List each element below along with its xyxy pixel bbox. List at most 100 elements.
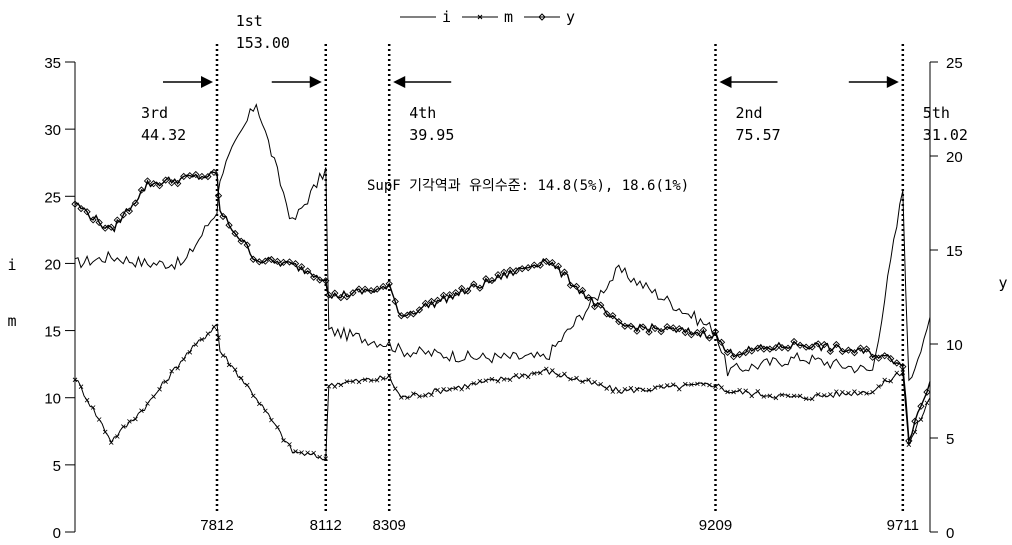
series-point-y [267,255,276,264]
series-point-m [211,324,217,330]
legend-marker-y [538,13,546,21]
series-point-m [846,390,851,396]
series-point-y [210,168,218,177]
series-point-y [143,177,152,185]
series-point-m [244,382,250,388]
break-arrow-head [719,76,732,88]
series-point-y [512,267,520,275]
series-point-y [899,362,907,371]
series-point-m [121,424,126,429]
series-point-y [391,297,399,306]
series-point-m [139,408,144,413]
series-point-m [447,387,452,392]
series-point-y [524,264,532,272]
series-point-y [214,192,223,200]
series-point-m [809,396,815,402]
series-point-m [471,381,477,386]
right-tick-label: 25 [946,55,963,72]
series-point-y [717,338,726,346]
left-y-axis: 0 5 10 15 20 25 30 35 [44,55,76,542]
series-point-y [219,212,227,221]
series-point-m [495,378,501,384]
series-point-y [488,276,496,285]
series-point-y [754,344,762,352]
series-point-y [681,328,689,337]
series-markers-y [71,168,931,445]
series-point-m [737,387,742,393]
series-point-m [894,370,900,376]
series-point-m [773,395,779,401]
series-point-y [584,294,593,302]
left-tick-label: 25 [44,189,61,206]
series-point-y [633,327,641,335]
series-point-m [187,350,193,355]
series-point-m [519,373,525,378]
series-point-m [622,386,628,392]
supf-annotation: SupF 기각역과 유의수준: 14.8(5%), 18.6(1%) [367,178,689,194]
series-point-y [560,268,569,276]
break-rank-label: 2nd [735,104,762,122]
series-point-m [96,417,102,422]
series-point-y [77,204,85,213]
series-point-m [145,401,150,406]
series-point-m [287,442,292,447]
series-point-y [536,261,544,269]
series-point-m [628,385,634,391]
series-point-y [174,179,182,188]
break-value-label: 153.00 [236,34,290,52]
break-arrow-head [200,76,213,88]
series-point-y [736,350,744,359]
series-point-y [464,287,472,295]
break-value-label: 31.02 [923,126,968,144]
series-point-y [850,349,859,357]
series-point-y [101,224,109,232]
series-point-m [238,375,244,381]
series-point-m [323,456,329,461]
series-point-y [131,199,140,207]
series-point-m [232,367,238,372]
series-point-m [257,401,262,407]
series-point-m [305,450,310,456]
legend-label-y: y [566,8,575,26]
series-point-m [338,382,344,388]
series-point-m [435,387,440,393]
series-point-m [175,365,181,371]
series-point-m [78,384,84,389]
series-point-y [343,293,351,301]
series-point-m [299,450,304,455]
series-point-y [651,324,659,333]
break-rank-label: 5th [923,104,950,122]
series-point-m [157,387,162,392]
series-point-m [269,417,274,423]
series-point-m [169,368,174,374]
series-point-m [888,378,894,384]
series-point-m [386,373,392,378]
series-point-y [548,258,556,267]
series-point-m [380,376,386,381]
series-point-m [317,454,322,460]
series-point-m [592,379,597,385]
series-point-m [250,393,256,399]
series-point-y [337,293,345,302]
series-point-m [477,378,483,384]
series-point-m [489,376,495,382]
series-point-y [675,325,683,333]
series-lines [71,103,931,461]
series-point-y [149,179,158,188]
series-point-m [356,379,362,385]
series-point-m [525,374,531,380]
series-point-y [95,218,103,227]
series-point-m [220,353,226,358]
series-point-m [205,331,211,336]
series-point-y [893,359,901,367]
series-point-m [634,386,640,392]
structural-breaks: 7812 3rd 44.32 8112 1st 153.00 8309 4th 39.95 920… [141,12,968,534]
left-tick-label: 35 [44,55,61,72]
series-point-y [760,345,768,353]
series-point-m [531,371,537,376]
series-point-y [452,289,460,297]
series-point-y [161,176,170,184]
series-point-y [554,262,563,270]
series-point-y [615,318,623,326]
series-point-m [924,400,930,406]
